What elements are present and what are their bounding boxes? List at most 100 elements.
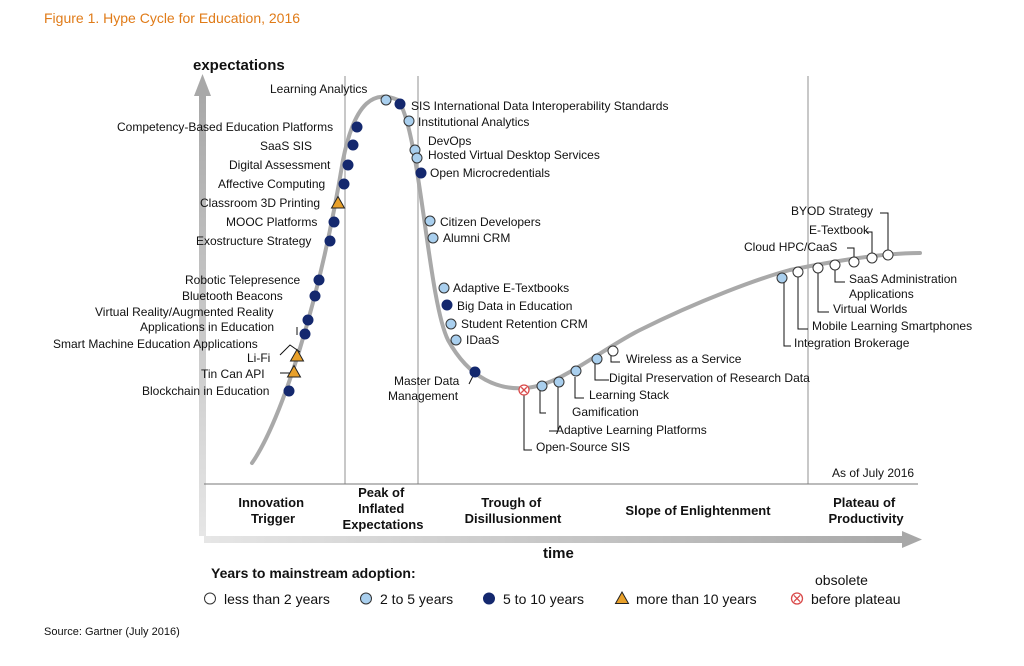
technology-marker: [289, 348, 305, 362]
tech-label: Big Data in Education: [457, 299, 572, 313]
x-axis: [204, 531, 922, 548]
legend-marker-obs: [790, 592, 804, 605]
tech-label: Open-Source SIS: [536, 440, 630, 454]
legend-marker-2to5: [360, 592, 372, 605]
legend-label: less than 2 years: [224, 591, 330, 607]
technology-marker: [866, 252, 878, 264]
source-note: Source: Gartner (July 2016): [44, 626, 180, 638]
y-axis-label: expectations: [193, 57, 285, 74]
legend-marker-lt2: [204, 592, 216, 605]
technology-markers: [283, 94, 894, 397]
legend-label: more than 10 years: [636, 591, 757, 607]
technology-marker: [776, 272, 788, 284]
tech-label: Adaptive Learning Platforms: [556, 423, 707, 437]
technology-marker: [553, 376, 565, 388]
tech-label: Mobile Learning Smartphones: [812, 319, 972, 333]
legend-marker-5to10: [483, 592, 495, 605]
technology-marker: [342, 159, 354, 171]
tech-label: Master Data Management: [388, 374, 463, 403]
tech-label: SIS International Data Interoperability …: [411, 99, 668, 113]
tech-label: Digital Assessment: [229, 158, 331, 172]
technology-marker: [394, 98, 406, 110]
technology-marker: [441, 299, 453, 311]
tech-label: Robotic Telepresence: [185, 273, 301, 287]
phase-plateau: Plateau of Productivity: [828, 495, 904, 526]
phase-peak: Peak of Inflated Expectations: [343, 485, 424, 532]
tech-label: DevOps: [428, 134, 471, 148]
tech-label: Digital Preservation of Research Data: [609, 371, 810, 385]
tech-label: BYOD Strategy: [791, 204, 873, 218]
legend-items: less than 2 years 2 to 5 years 5 to 10 yea…: [204, 572, 901, 607]
technology-marker: [328, 216, 340, 228]
technology-marker: [415, 167, 427, 179]
technology-marker: [469, 366, 481, 378]
technology-marker: [309, 290, 321, 302]
technology-marker: [324, 235, 336, 247]
technology-marker: [403, 115, 415, 127]
technology-marker: [792, 266, 804, 278]
technology-marker: [518, 384, 530, 396]
tech-label: Affective Computing: [218, 177, 325, 191]
technology-marker: [882, 249, 894, 261]
technology-marker: [829, 259, 841, 271]
hype-curve: [250, 94, 922, 465]
tech-label: Virtual Worlds: [833, 302, 907, 316]
technology-marker: [591, 353, 603, 365]
technology-marker: [848, 256, 860, 268]
legend: Years to mainstream adoption: less than …: [204, 565, 901, 607]
tech-label: Bluetooth Beacons: [182, 289, 283, 303]
technology-marker: [286, 364, 302, 378]
tech-label: Citizen Developers: [440, 215, 541, 229]
phase-trough: Trough of Disillusionment: [465, 495, 562, 526]
legend-title: Years to mainstream adoption:: [211, 565, 416, 581]
technology-marker: [450, 334, 462, 346]
tech-label: Adaptive E-Textbooks: [453, 281, 569, 295]
x-axis-label: time: [543, 545, 574, 562]
legend-label: before plateau: [811, 591, 901, 607]
tech-label: Institutional Analytics: [418, 115, 529, 129]
tech-label: Student Retention CRM: [461, 317, 588, 331]
technology-marker: [445, 318, 457, 330]
tech-label: Smart Machine Education Applications: [53, 337, 258, 351]
tech-label: Open Microcredentials: [430, 166, 550, 180]
tech-label: MOOC Platforms: [226, 215, 317, 229]
tech-label: Learning Stack: [589, 388, 670, 402]
technology-marker: [347, 139, 359, 151]
technology-marker: [313, 274, 325, 286]
phase-slope: Slope of Enlightenment: [625, 503, 771, 518]
tech-label: Gamification: [572, 405, 639, 419]
tech-label: Integration Brokerage: [794, 336, 910, 350]
tech-label: Learning Analytics: [270, 82, 367, 96]
tech-label: Cloud HPC/CaaS: [744, 240, 837, 254]
tech-label: Li-Fi: [247, 351, 270, 365]
tech-label: Exostructure Strategy: [196, 234, 311, 248]
legend-label: 5 to 10 years: [503, 591, 584, 607]
technology-marker: [607, 345, 619, 357]
technology-marker: [570, 365, 582, 377]
legend-marker-gt10: [614, 590, 630, 604]
tech-label: SaaS Administration Applications: [849, 272, 960, 301]
technology-marker: [424, 215, 436, 227]
y-axis: [194, 74, 211, 536]
legend-label-above: obsolete: [815, 572, 868, 588]
as-of-date: As of July 2016: [832, 466, 914, 480]
legend-label: 2 to 5 years: [380, 591, 453, 607]
figure-title: Figure 1. Hype Cycle for Education, 2016: [44, 10, 301, 26]
tech-label: Competency-Based Education Platforms: [117, 120, 333, 134]
technology-marker: [438, 282, 450, 294]
tech-label: SaaS SIS: [260, 139, 312, 153]
technology-marker: [427, 232, 439, 244]
technology-marker: [380, 94, 392, 106]
tech-label: E-Textbook: [809, 223, 870, 237]
technology-marker: [330, 195, 346, 209]
technology-marker: [299, 328, 311, 340]
technology-marker: [536, 380, 548, 392]
technology-marker: [302, 314, 314, 326]
technology-marker: [338, 178, 350, 190]
tech-label: Alumni CRM: [443, 231, 510, 245]
tech-label: Hosted Virtual Desktop Services: [428, 148, 600, 162]
technology-marker: [812, 262, 824, 274]
technology-labels: Learning Analytics SIS International Dat…: [53, 82, 972, 454]
technology-marker: [351, 121, 363, 133]
